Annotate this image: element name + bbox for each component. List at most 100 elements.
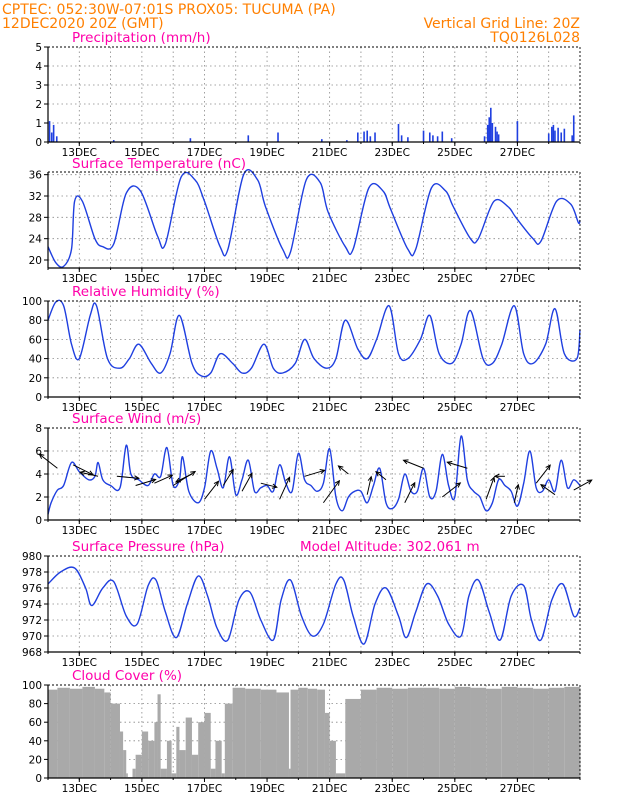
precip-bar (247, 135, 250, 142)
wind-arrow-head (271, 483, 278, 489)
x-tick-label: 27DEC (500, 402, 535, 414)
cloud-cover-bar (126, 773, 128, 778)
panel-title: Relative Humidity (%) (72, 284, 220, 300)
wind-arrow (573, 479, 592, 491)
cloud-cover-bar (324, 712, 330, 778)
x-tick-label: 17DEC (187, 525, 222, 537)
wind-arrow-head (167, 474, 174, 480)
cloud-cover-bar (329, 740, 336, 778)
header-model-id: TQ0126L028 (489, 30, 580, 46)
precip-bar (357, 132, 359, 142)
cloud-cover-bar (345, 698, 361, 778)
panel-5: 968 970 972 974 976 978 980 13DEC 15DEC 17DEC 19DE… (22, 539, 581, 669)
y-tick-label: 40 (29, 736, 42, 748)
cloud-cover-bar (276, 692, 289, 778)
wind-arrow (79, 471, 99, 477)
wind-arrow-head (375, 471, 381, 477)
y-tick-label: 100 (22, 296, 42, 308)
x-tick-label: 25DEC (437, 657, 472, 669)
wind-arrow-head (367, 475, 373, 482)
panels: 0 1 2 3 4 5 13DEC 15DEC 17DEC 19DEC 21DEC 23DEC 25DE… (22, 30, 593, 795)
wind-arrow (204, 480, 219, 500)
wind-arrow (535, 464, 551, 484)
y-tick-label: 20 (29, 754, 42, 766)
wind-arrow-head (514, 483, 520, 490)
wind-arrow (540, 484, 556, 496)
wind-arrow (72, 464, 94, 476)
wind-arrow (447, 461, 468, 469)
x-tick-label: 27DEC (500, 525, 535, 537)
y-tick-label: 980 (22, 551, 42, 563)
cloud-cover-bar (166, 740, 172, 778)
header-location: CPTEC: 052:30W-07:01S PROX05: TUCUMA (PA… (2, 2, 336, 18)
wind-arrow (404, 482, 416, 503)
panel-title: Surface Temperature (nC) (72, 156, 246, 172)
panel-title: Surface Wind (m/s) (72, 411, 201, 427)
wind-arrow (260, 482, 277, 488)
wind-arrow-head (455, 482, 462, 488)
panel-6: 0 20 40 60 80 100 13DEC 15DEC 17DEC 19DEC 21DEC 23D… (22, 668, 581, 795)
cloud-cover-bar (160, 768, 167, 778)
x-tick-label: 13DEC (62, 525, 97, 537)
cloud-cover-bar (210, 768, 216, 778)
wind-arrow-head (174, 477, 181, 483)
x-tick-label: 27DEC (500, 657, 535, 669)
wind-arrow-head (402, 459, 409, 465)
wind-arrow (403, 459, 424, 469)
x-tick-label: 23DEC (375, 147, 410, 159)
cloud-cover-bar (232, 687, 246, 778)
cloud-cover-bar (191, 754, 199, 778)
wind-arrow (322, 480, 340, 504)
panel-title: Cloud Cover (%) (72, 668, 182, 684)
x-tick-label: 27DEC (500, 147, 535, 159)
cloud-cover-bar (185, 717, 192, 778)
y-tick-label: 24 (29, 234, 43, 246)
cloud-cover-bar (486, 688, 502, 778)
wind-arrow-head (334, 479, 341, 486)
x-tick-label: 15DEC (124, 273, 159, 285)
x-tick-label: 21DEC (312, 402, 347, 414)
precip-bar (486, 124, 489, 142)
wind-arrow-head (190, 470, 197, 477)
wind-arrow-head (285, 476, 291, 483)
cloud-cover-bar (69, 688, 83, 778)
x-tick-label: 25DEC (437, 402, 472, 414)
cloud-cover-bar (221, 773, 225, 778)
wind-arrow-head (446, 460, 453, 466)
x-tick-label: 23DEC (375, 657, 410, 669)
panel-4: 0 2 4 6 8 13DEC 15DEC 17DEC 19DEC 21DEC 23DEC 25DEC… (35, 411, 593, 537)
y-tick-label: 2 (35, 99, 42, 111)
panel-2: 20 24 28 32 36 13DEC 15DEC 17DEC 19DEC 21DEC 23DEC… (29, 156, 581, 285)
wind-arrow (304, 469, 325, 477)
wind-arrow-head (493, 473, 500, 479)
series-line (47, 435, 581, 515)
wind-arrow-head (490, 476, 496, 483)
y-tick-label: 5 (35, 42, 42, 54)
precip-bar (496, 131, 498, 142)
precip-bar (48, 121, 51, 142)
x-tick-label: 27DEC (500, 273, 535, 285)
x-tick-label: 15DEC (124, 402, 159, 414)
panel-title: Precipitation (mm/h) (72, 30, 211, 46)
precip-bar (551, 126, 553, 142)
cloud-cover-bar (548, 687, 565, 778)
series-line (47, 299, 581, 378)
x-tick-label: 15DEC (124, 657, 159, 669)
y-tick-label: 972 (22, 615, 42, 627)
x-tick-label: 19DEC (249, 402, 284, 414)
series-line (47, 169, 581, 268)
x-tick-label: 15DEC (124, 525, 159, 537)
x-tick-label: 13DEC (62, 657, 97, 669)
cloud-cover-bar (517, 687, 534, 778)
precip-bar (363, 131, 365, 142)
precip-bar (450, 138, 453, 142)
cloud-cover-bar (392, 688, 408, 778)
cloud-cover-bar (335, 773, 346, 778)
y-tick-label: 60 (29, 717, 42, 729)
wind-arrow (116, 475, 139, 479)
precip-bar (490, 107, 492, 142)
cloud-cover-bar (288, 768, 291, 778)
precip-bar (369, 136, 372, 142)
x-tick-label: 15DEC (124, 783, 159, 795)
